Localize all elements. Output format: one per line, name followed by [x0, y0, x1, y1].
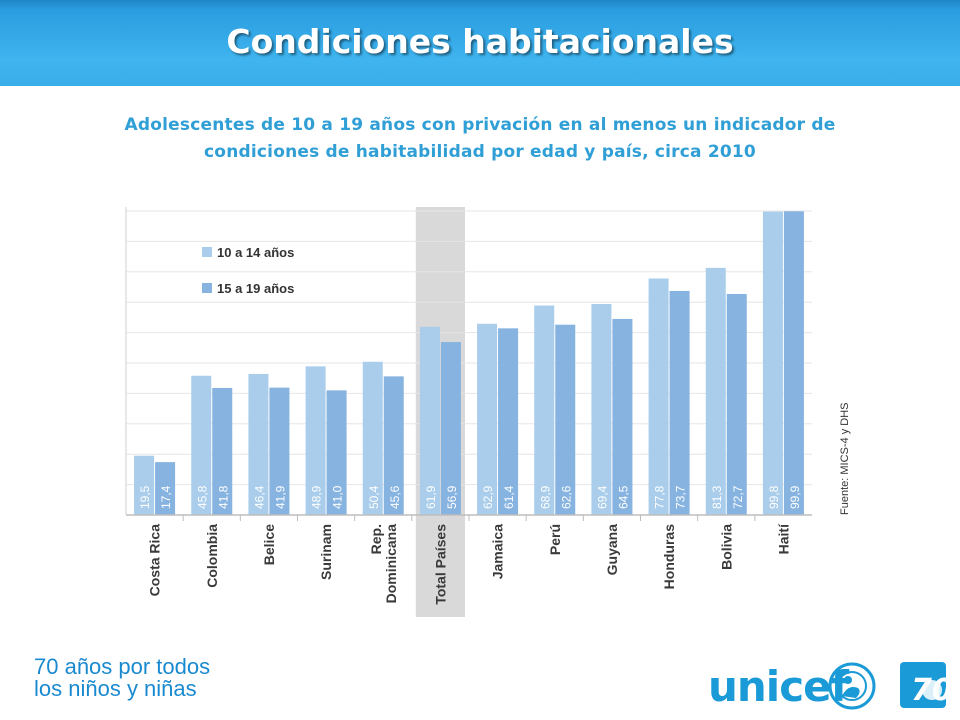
data-label: 73,7: [674, 485, 688, 509]
category-label: Dominicana: [383, 524, 399, 604]
data-label: 45,6: [388, 485, 402, 509]
category-label: Costa Rica: [147, 524, 163, 597]
unicef-logo: unicef: [708, 662, 849, 711]
unicef-emblem-icon: [828, 662, 876, 710]
data-label: 64,5: [616, 485, 630, 509]
data-label: 17,4: [159, 485, 173, 509]
legend-label: 15 a 19 años: [217, 281, 294, 296]
category-label: Surinam: [318, 524, 334, 580]
bar: [212, 387, 233, 515]
bar: [477, 323, 498, 515]
footer-slogan: 70 años por todos los niños y niñas: [34, 656, 210, 700]
bar: [498, 328, 519, 515]
bar: [419, 326, 440, 515]
bar: [134, 455, 155, 515]
bar: [726, 293, 747, 515]
data-label: 46,4: [252, 485, 266, 509]
category-label: Perú: [547, 524, 563, 555]
category-label: Bolivia: [718, 524, 734, 570]
data-label: 81,3: [710, 485, 724, 509]
category-label: Haití: [775, 523, 791, 554]
category-label: Jamaica: [490, 524, 506, 579]
bar: [612, 318, 633, 515]
bar: [783, 211, 804, 515]
page-title: Condiciones habitacionales: [226, 22, 734, 61]
data-label: 77,8: [653, 485, 667, 509]
category-label: Guyana: [604, 524, 620, 576]
legend-label: 10 a 14 años: [217, 245, 294, 260]
legend-swatch: [202, 283, 212, 293]
slogan-line-1: 70 años por todos: [34, 654, 211, 679]
bar: [669, 290, 690, 515]
bar: [648, 278, 669, 515]
data-label: 48,9: [310, 485, 324, 509]
badge-number: 70: [911, 673, 946, 708]
category-label: Honduras: [661, 524, 677, 590]
data-label: 99,8: [767, 485, 781, 509]
category-label: Belice: [261, 524, 277, 565]
bar: [305, 366, 326, 515]
data-label: 69,4: [595, 485, 609, 509]
source-note: Fuente: MICS-4 y DHS: [839, 403, 851, 515]
chart-subtitle: Adolescentes de 10 a 19 años con privaci…: [124, 115, 836, 162]
data-label: 41,8: [216, 485, 230, 509]
bar: [269, 387, 290, 515]
data-label: 62,6: [559, 485, 573, 509]
data-label: 41,0: [331, 485, 345, 509]
data-label: 41,9: [273, 485, 287, 509]
data-label: 62,9: [481, 485, 495, 509]
category-label: Colombia: [204, 524, 220, 588]
category-label: Total Países: [432, 524, 448, 605]
header-bar: [0, 0, 960, 86]
bar: [383, 376, 404, 515]
bar: [534, 305, 555, 515]
data-label: 99,9: [788, 485, 802, 509]
data-label: 56,9: [445, 485, 459, 509]
bar: [440, 342, 461, 515]
data-label: 45,8: [195, 485, 209, 509]
data-label: 72,7: [731, 485, 745, 509]
data-label: 61,9: [424, 485, 438, 509]
slogan-line-2: los niños y niñas: [34, 676, 197, 701]
data-label: 68,9: [538, 485, 552, 509]
bar: [762, 211, 783, 515]
anniversary-badge: 70: [900, 662, 946, 708]
data-label: 61,4: [502, 485, 516, 509]
bar: [555, 324, 576, 515]
data-label: 50,4: [367, 485, 381, 509]
legend-swatch: [202, 247, 212, 257]
data-label: 19,5: [138, 485, 152, 509]
bar: [705, 267, 726, 515]
bar: [362, 361, 383, 515]
bar: [591, 304, 612, 515]
category-label: Rep.: [368, 524, 384, 554]
bar: [155, 462, 176, 515]
bar: [248, 373, 269, 515]
bar: [326, 390, 347, 515]
bar: [191, 375, 212, 515]
